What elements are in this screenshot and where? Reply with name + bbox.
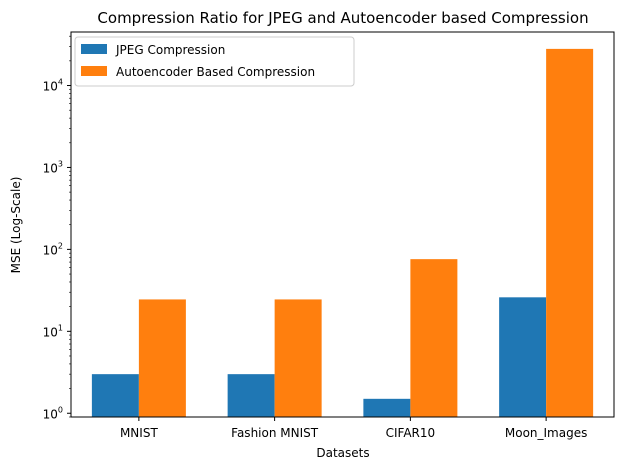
legend-swatch-jpeg [81,44,107,54]
bar-autoencoder-3 [546,48,594,417]
chart-title: Compression Ratio for JPEG and Autoencod… [97,9,588,27]
bar-autoencoder-1 [274,299,322,417]
y-axis-label: MSE (Log-Scale) [9,177,23,274]
bar-jpeg-3 [499,297,547,417]
bar-autoencoder-0 [138,299,186,417]
x-axis: MNIST Fashion MNIST CIFAR10 Moon_Images [120,417,587,440]
legend-label-autoencoder: Autoencoder Based Compression [116,65,315,79]
legend-label-jpeg: JPEG Compression [115,43,225,57]
y-tick-label: 104 [43,78,63,94]
y-tick-label: 102 [43,241,63,257]
y-tick-label: 101 [43,323,63,339]
x-tick-label: Fashion MNIST [231,426,319,440]
bar-jpeg-1 [227,374,275,417]
bars-layer [91,48,594,417]
x-axis-label: Datasets [316,446,369,460]
bar-autoencoder-2 [410,259,458,417]
y-axis: 100 101 102 103 104 [43,35,71,421]
legend-box [74,36,355,87]
y-tick-label: 103 [43,159,63,175]
legend-swatch-autoencoder [81,66,107,76]
bar-jpeg-2 [363,398,411,417]
x-tick-label: Moon_Images [505,426,587,440]
x-tick-label: CIFAR10 [386,426,436,440]
legend: JPEG Compression Autoencoder Based Compr… [74,36,355,87]
x-tick-label: MNIST [120,426,158,440]
y-tick-label: 100 [43,405,63,421]
bar-jpeg-0 [91,374,139,417]
